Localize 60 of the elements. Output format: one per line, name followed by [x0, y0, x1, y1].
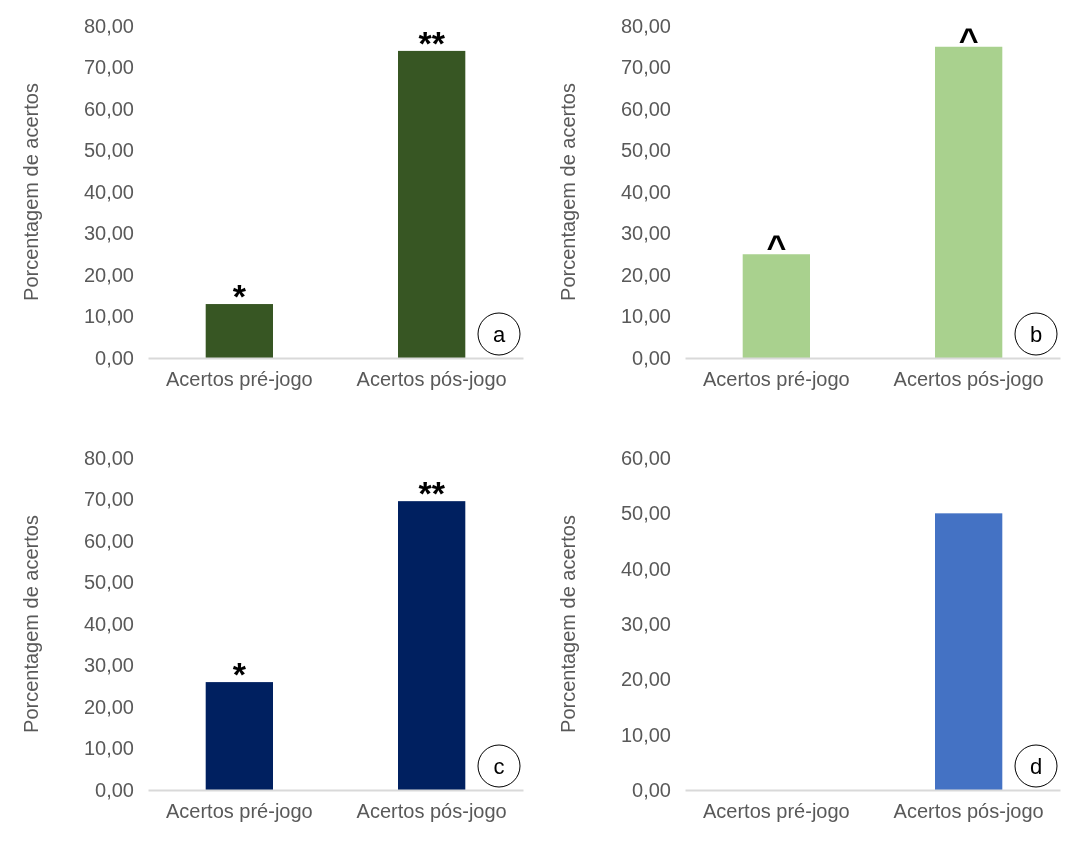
y-tick-label: 50,00 [620, 139, 671, 162]
y-tick-label: 80,00 [83, 14, 134, 37]
y-tick-label: 70,00 [620, 56, 671, 79]
y-tick-label: 50,00 [83, 571, 134, 594]
panel-letter-badge: c [477, 744, 521, 788]
y-tick-label: 30,00 [83, 654, 134, 677]
panel-letter-badge: b [1014, 312, 1058, 356]
y-axis-title: Porcentagem de acertos [557, 83, 579, 301]
y-tick-label: 60,00 [620, 446, 671, 469]
y-tick-label: 10,00 [620, 305, 671, 328]
y-tick-label: 60,00 [620, 97, 671, 120]
x-tick-label: Acertos pré-jogo [702, 368, 850, 391]
y-tick-label: 40,00 [83, 180, 134, 203]
y-tick-label: 40,00 [83, 612, 134, 635]
y-axis-title: Porcentagem de acertos [20, 515, 42, 733]
annotation: a [492, 321, 506, 347]
panel-letter-badge: a [477, 312, 521, 356]
annotation: ^ [958, 19, 979, 58]
y-tick-label: 50,00 [83, 139, 134, 162]
x-tick-label: Acertos pós-jogo [893, 368, 1044, 391]
y-tick-label: 20,00 [620, 263, 671, 286]
y-tick-label: 10,00 [620, 723, 671, 746]
y-tick-label: 20,00 [620, 668, 671, 691]
annotation: c [493, 753, 505, 779]
y-tick-label: 0,00 [95, 778, 134, 801]
y-tick-label: 50,00 [620, 502, 671, 525]
y-tick-label: 80,00 [83, 446, 134, 469]
y-tick-label: 20,00 [83, 263, 134, 286]
x-tick-label: Acertos pré-jogo [165, 368, 313, 391]
x-tick-label: Acertos pós-jogo [356, 368, 507, 391]
y-tick-label: 40,00 [620, 180, 671, 203]
y-tick-label: 10,00 [83, 305, 134, 328]
y-tick-label: 20,00 [83, 695, 134, 718]
annotation: d [1029, 753, 1043, 779]
annotation: * [232, 277, 247, 316]
y-tick-label: 60,00 [83, 97, 134, 120]
x-tick-label: Acertos pós-jogo [356, 800, 507, 823]
y-tick-label: 30,00 [620, 612, 671, 635]
y-tick-label: 10,00 [83, 737, 134, 760]
y-tick-label: 30,00 [620, 222, 671, 245]
annotation: b [1029, 321, 1043, 347]
x-tick-label: Acertos pré-jogo [165, 800, 313, 823]
panel-letter-badge: d [1014, 744, 1058, 788]
y-tick-label: 40,00 [620, 557, 671, 580]
y-tick-label: 0,00 [632, 346, 671, 369]
y-tick-label: 80,00 [620, 14, 671, 37]
y-tick-label: 0,00 [95, 346, 134, 369]
x-tick-label: Acertos pré-jogo [702, 800, 850, 823]
annotation: ** [418, 23, 446, 62]
annotation: * [232, 655, 247, 694]
y-tick-label: 70,00 [83, 488, 134, 511]
y-tick-label: 0,00 [632, 778, 671, 801]
y-tick-label: 30,00 [83, 222, 134, 245]
annotation: ^ [766, 227, 787, 266]
annotation: ** [418, 474, 446, 513]
y-axis-title: Porcentagem de acertos [20, 83, 42, 301]
y-axis-title: Porcentagem de acertos [557, 515, 579, 733]
y-tick-label: 60,00 [83, 529, 134, 552]
x-tick-label: Acertos pós-jogo [893, 800, 1044, 823]
y-tick-label: 70,00 [83, 56, 134, 79]
